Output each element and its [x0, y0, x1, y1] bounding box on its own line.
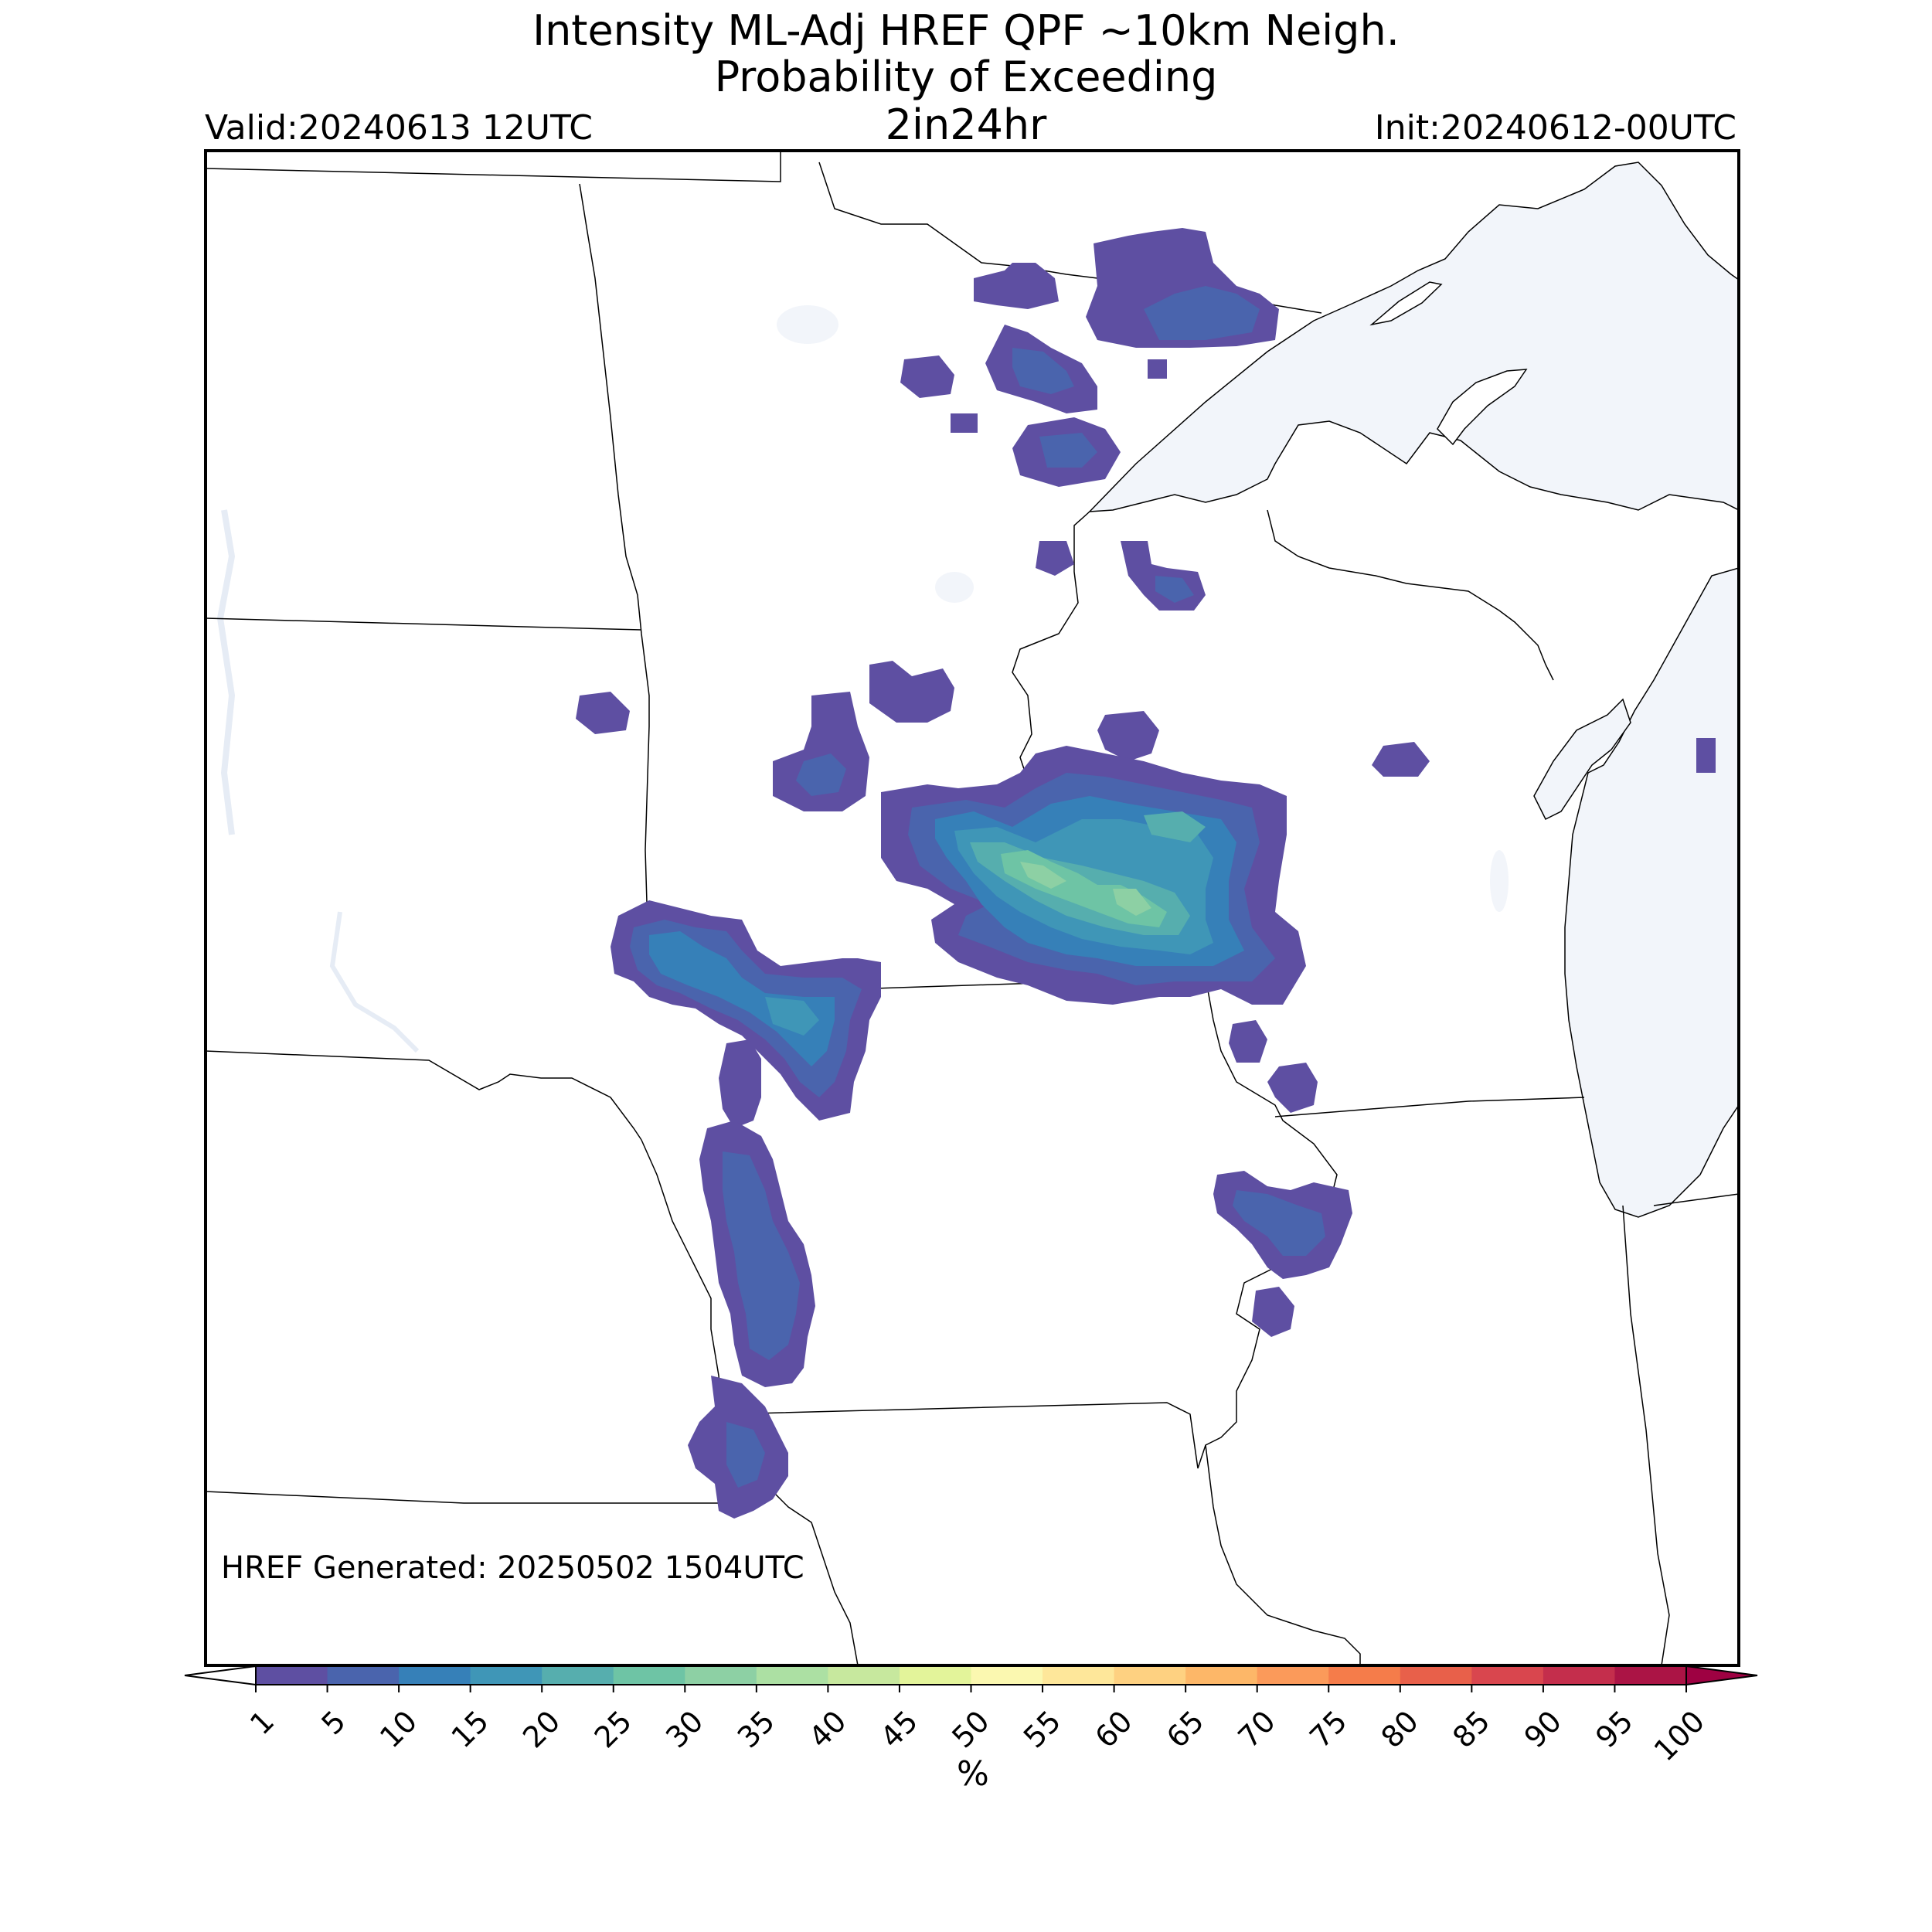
- valid-time-label: Valid:20240613 12UTC: [205, 108, 594, 148]
- probability-contours: [576, 228, 1716, 1519]
- river-missouri: [329, 911, 420, 1053]
- isle-royale: [1369, 281, 1443, 326]
- map-title-line2: Probability of Exceeding: [714, 53, 1218, 101]
- init-time-label: Init:20240612-00UTC: [1374, 108, 1736, 148]
- colorbar-unit-label: %: [957, 1754, 989, 1794]
- river-james: [216, 509, 236, 835]
- lake-winnebago: [1490, 850, 1509, 912]
- lake-mille-lacs: [935, 572, 974, 603]
- generated-label: HREF Generated: 20250502 1504UTC: [221, 1550, 804, 1586]
- map-title-line3: 2in24hr: [885, 100, 1047, 149]
- lake-michigan: [1564, 567, 1739, 1218]
- green-bay: [1533, 698, 1631, 821]
- lake-superior: [1088, 162, 1739, 512]
- map-title-line1: Intensity ML-Adj HREF QPF ~10km Neigh.: [532, 6, 1400, 55]
- keweenaw-peninsula: [1437, 369, 1528, 446]
- lake-red: [777, 305, 838, 344]
